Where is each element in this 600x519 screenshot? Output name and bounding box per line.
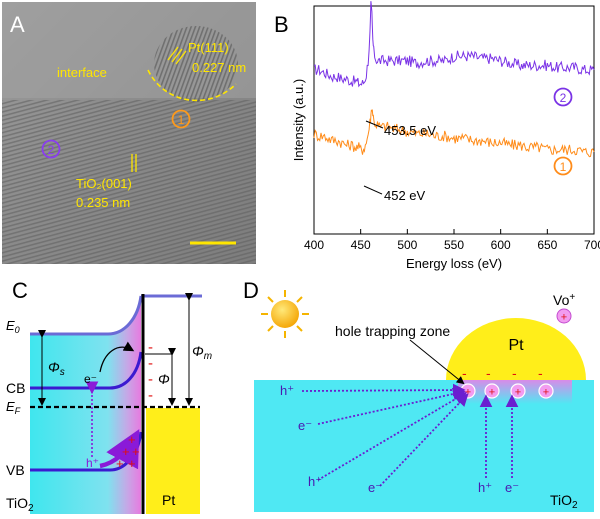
marker-1-label: 1: [178, 113, 185, 127]
e0-label: E0: [6, 318, 20, 335]
e-minus-label-1: e⁻: [298, 418, 312, 433]
electron-label: e⁻: [84, 372, 97, 386]
panel-a: A interface Pt(111) 0.227 nm TiO₂(001) 0…: [2, 2, 256, 264]
x-tick-label-3: 550: [444, 238, 464, 252]
x-axis-ticks: 400 450 500 550 600 650 700: [304, 229, 600, 252]
svg-text:+: +: [122, 444, 130, 459]
sun-icon: [261, 290, 309, 338]
annotation-453: [365, 120, 384, 129]
series-2-marker-label: 2: [560, 91, 567, 105]
phi-label: Φ: [158, 371, 170, 387]
ef-label: EF: [6, 399, 21, 416]
pt-region: [146, 408, 200, 514]
vacancy-3: [538, 383, 554, 399]
hole-label: h⁺: [86, 456, 99, 470]
x-tick-label-4: 600: [491, 238, 511, 252]
pt-label-d: Pt: [508, 337, 524, 354]
vo-symbol: [556, 308, 572, 324]
vacancy-plus-2: +: [515, 387, 521, 399]
h-plus-label-2: h⁺: [308, 474, 322, 489]
svg-text:-: -: [148, 355, 153, 372]
svg-text:+: +: [128, 456, 136, 471]
interface-label: interface: [57, 65, 107, 80]
vacancy-plus-0: +: [465, 387, 471, 399]
chart-series: [313, 1, 595, 158]
pt-plane-label: Pt(111): [188, 40, 229, 55]
tio2-positive-charges: + + + + +: [116, 432, 140, 471]
tio2-lattice-fringes: [2, 100, 256, 264]
annotation-452: [363, 185, 383, 195]
x-tick-label-5: 650: [537, 238, 557, 252]
svg-text:-: -: [148, 339, 153, 356]
x-tick-label-0: 400: [304, 238, 324, 252]
tio2-label-d: TiO2: [550, 492, 578, 511]
svg-text:-: -: [148, 387, 153, 404]
panel-b-letter: B: [274, 12, 289, 37]
cb-label: CB: [6, 380, 25, 396]
x-tick-label-1: 450: [351, 238, 371, 252]
vacuum-level-line: [30, 295, 143, 336]
svg-text:+: +: [132, 444, 140, 459]
marker-1-circle: [171, 109, 191, 129]
tio2-label-c: TiO2: [6, 495, 34, 514]
vacancy-plus-1: +: [489, 387, 495, 399]
cb-edge: [30, 351, 143, 390]
svg-text:-: -: [462, 365, 467, 381]
x-axis-label: Energy loss (eV): [406, 256, 502, 271]
tio2-plane-label: TiO₂(001): [76, 176, 132, 191]
hole-trapping-pointer: [409, 339, 465, 385]
panel-d-letter: D: [243, 278, 259, 303]
panel-d: D Vo+ + hole trapping zone Pt - -: [243, 278, 594, 512]
svg-text:-: -: [148, 371, 153, 388]
hole-trapping-label: hole trapping zone: [335, 323, 450, 339]
hole-transfer-arrow: [99, 429, 140, 470]
svg-text:-: -: [486, 365, 491, 381]
e-minus-label-2: e⁻: [368, 480, 382, 495]
x-tick-label-2: 500: [397, 238, 417, 252]
pt-label-c: Pt: [162, 492, 175, 508]
marker-2-circle: [41, 139, 61, 159]
vo-label: Vo+: [553, 292, 575, 308]
svg-text:-: -: [512, 365, 517, 381]
marker-2-label: 2: [48, 143, 55, 157]
pt-spacing-marker: [167, 46, 187, 65]
phi-s-label: Φs: [48, 359, 65, 378]
carrier-arrows: [301, 383, 519, 487]
series-line-1: [313, 109, 595, 158]
vo-symbol-plus: +: [561, 312, 567, 324]
annotation-452-label: 452 eV: [384, 188, 426, 203]
svg-text:+: +: [128, 432, 136, 447]
vacancy-plus-3: +: [543, 387, 549, 399]
series-2-marker-circle: [553, 87, 573, 107]
series-1-marker-label: 1: [560, 160, 567, 174]
panel-c-letter: C: [12, 278, 28, 303]
h-plus-label-3: h⁺: [478, 480, 492, 495]
plot-area: [313, 5, 595, 235]
interface-boundary: [147, 69, 237, 102]
panel-b: B 400 450 500 550 600 650 700 Energy loss (eV)…: [274, 1, 600, 271]
vb-label: VB: [6, 462, 25, 478]
svg-text:-: -: [538, 365, 543, 381]
pt-negative-charges: - - - -: [148, 339, 153, 404]
annotation-453-label: 453.5 eV: [384, 123, 436, 138]
phi-m-label: Φm: [192, 343, 212, 362]
series-line-2: [313, 1, 595, 88]
y-axis-label: Intensity (a.u.): [291, 79, 306, 161]
svg-text:+: +: [116, 456, 124, 471]
e-minus-label-3: e⁻: [505, 480, 519, 495]
interface-negative-charges: - - - -: [462, 365, 543, 381]
panel-a-letter: A: [10, 12, 25, 37]
pt-nanoparticle: [446, 318, 586, 380]
pt-spacing-label: 0.227 nm: [192, 60, 246, 75]
pt-particle: [154, 26, 238, 102]
panel-c: C E0 Φs Φm Φ CB EF VB e⁻ h⁺ - - - - +: [6, 278, 212, 514]
tio2-spacing-label: 0.235 nm: [76, 195, 130, 210]
x-tick-label-6: 700: [584, 238, 600, 252]
tio2-spacing-marker: [131, 154, 137, 172]
series-1-marker-circle: [553, 156, 573, 176]
electron-transfer-arrow: [99, 341, 135, 373]
h-plus-label-1: h⁺: [280, 383, 294, 398]
